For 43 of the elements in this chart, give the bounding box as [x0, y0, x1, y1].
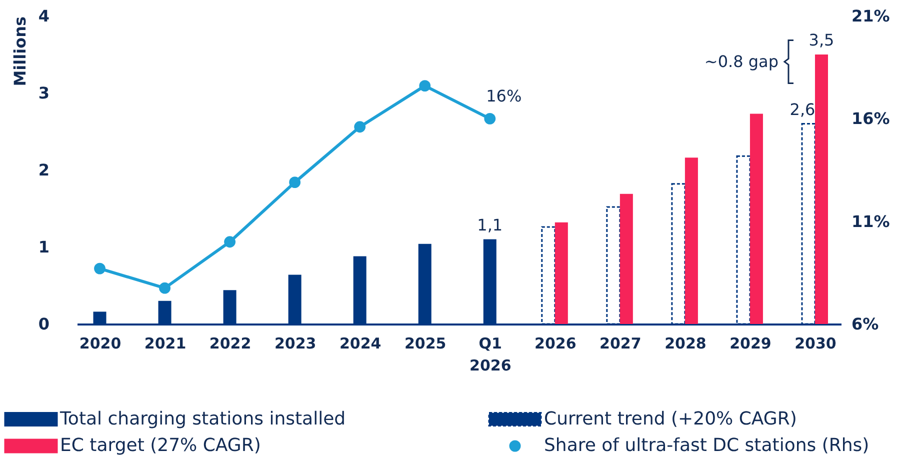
y-tick-label: 0	[38, 314, 50, 334]
point	[94, 262, 106, 274]
y-tick-label: 1	[38, 238, 50, 256]
bar	[684, 158, 698, 324]
point	[224, 236, 236, 248]
y-tick-label: 2	[38, 160, 50, 180]
x-tick-label: 2020	[79, 334, 122, 352]
y2-tick-label: 6%	[852, 314, 879, 334]
legend-label: Share of ultra-fast DC stations (Rhs)	[544, 435, 870, 456]
x-tick-label: 2026	[534, 334, 576, 352]
x-tick-label: Q1 2026	[470, 334, 512, 374]
y2-tick-label: 16%	[852, 109, 890, 128]
annotation: ~0.8 gap	[704, 52, 778, 72]
x-tick-label: 2028	[664, 334, 706, 352]
x-tick-label: 2022	[209, 334, 252, 352]
x-tick-label: 2030	[794, 334, 836, 352]
point	[354, 121, 366, 133]
bar	[620, 194, 633, 324]
data-label: 16%	[486, 86, 522, 106]
point	[159, 282, 170, 294]
x-tick-label: 2021	[144, 334, 186, 352]
y2-tick-label: 21%	[852, 6, 890, 26]
legend-label: Current trend (+20% CAGR)	[544, 408, 797, 430]
legend-label: EC target (27% CAGR)	[60, 435, 261, 456]
point	[419, 80, 431, 92]
legend-label: Total charging stations installed	[59, 408, 346, 430]
bar	[554, 222, 568, 324]
x-tick-label: 2029	[730, 334, 772, 352]
x-tick-label: 2027	[600, 334, 642, 352]
y-tick-label: 4	[38, 6, 50, 26]
data-label: 1,1	[477, 215, 503, 234]
x-tick-label: 2025	[404, 334, 446, 352]
x-tick-label: 2024	[339, 334, 382, 352]
bar	[750, 114, 763, 324]
point	[289, 176, 301, 188]
data-label: 2,6	[790, 100, 816, 119]
y2-tick-label: 11%	[852, 212, 890, 231]
y-axis-title: Millions	[10, 16, 30, 86]
point	[484, 112, 496, 124]
bar	[814, 54, 828, 324]
x-tick-label: 2023	[274, 334, 316, 352]
data-label: 3,5	[808, 30, 834, 50]
y-tick-label: 3	[38, 84, 50, 102]
